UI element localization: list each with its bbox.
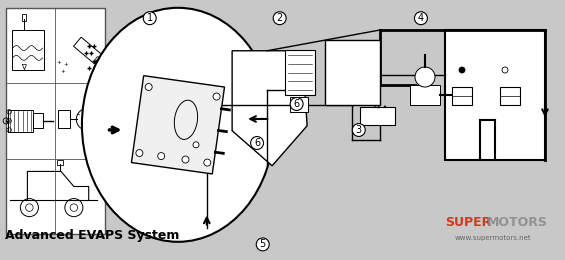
- Circle shape: [213, 93, 220, 100]
- Text: 6: 6: [294, 99, 299, 109]
- Text: www.supermotors.net: www.supermotors.net: [455, 235, 532, 241]
- Bar: [58, 110, 70, 128]
- Bar: [8, 110, 33, 132]
- Text: +: +: [64, 62, 68, 67]
- Text: 3: 3: [356, 125, 362, 135]
- Bar: [290, 97, 308, 112]
- Circle shape: [158, 153, 165, 160]
- Bar: [33, 113, 43, 128]
- Bar: [452, 87, 472, 105]
- Bar: [445, 30, 545, 160]
- Polygon shape: [232, 51, 307, 166]
- Text: SUPER: SUPER: [445, 216, 491, 229]
- Bar: [500, 87, 520, 105]
- Text: Advanced EVAPS System: Advanced EVAPS System: [5, 229, 179, 242]
- Bar: [410, 85, 440, 105]
- Circle shape: [145, 83, 152, 90]
- Text: 4: 4: [418, 13, 424, 23]
- Text: +: +: [56, 60, 62, 64]
- Circle shape: [136, 150, 143, 157]
- Circle shape: [459, 67, 465, 73]
- Circle shape: [193, 142, 199, 148]
- Text: MOTORS: MOTORS: [487, 216, 548, 229]
- Ellipse shape: [82, 8, 274, 242]
- Text: 2: 2: [276, 13, 283, 23]
- Text: 5: 5: [259, 239, 266, 249]
- Polygon shape: [132, 76, 224, 174]
- Circle shape: [204, 159, 211, 166]
- Bar: [325, 40, 380, 105]
- Circle shape: [415, 67, 435, 87]
- Bar: [6, 8, 105, 234]
- Text: 1: 1: [147, 13, 153, 23]
- Bar: [360, 107, 395, 125]
- Circle shape: [182, 156, 189, 163]
- Text: +: +: [60, 69, 65, 74]
- Bar: [285, 50, 315, 95]
- Bar: [23, 14, 27, 21]
- Text: 6: 6: [254, 138, 260, 148]
- Polygon shape: [73, 37, 102, 64]
- Bar: [57, 160, 63, 165]
- Bar: [11, 30, 44, 70]
